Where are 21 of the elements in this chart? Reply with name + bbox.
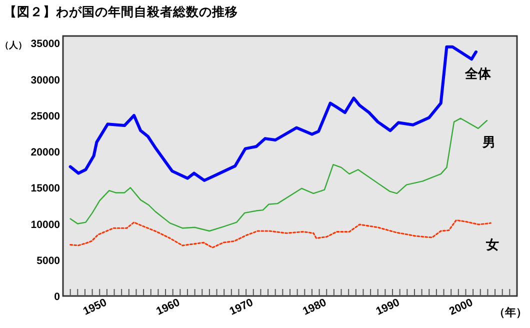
y-tick-label: 20000: [30, 146, 60, 159]
y-tick-label: 30000: [30, 74, 60, 86]
series-label: 男: [481, 134, 496, 150]
series-label: 全体: [464, 66, 492, 81]
y-tick-label: 5000: [36, 254, 60, 267]
x-tick-label: 1990: [374, 296, 402, 318]
x-axis-title: （年）: [494, 306, 527, 319]
series-label: 女: [485, 237, 500, 252]
y-tick-label: 25000: [30, 110, 60, 122]
line-series: [68, 45, 478, 182]
x-tick-label: 1980: [301, 296, 328, 318]
x-tick-label: 1960: [154, 296, 182, 318]
y-tick-label: 0: [54, 291, 60, 303]
y-tick-label: 10000: [30, 218, 60, 231]
x-tick-label: 1970: [228, 296, 256, 318]
y-axis-title: （人）: [0, 40, 27, 50]
y-tick-label: 15000: [30, 182, 60, 195]
y-tick-label: 35000: [30, 38, 60, 50]
x-tick-label: 2000: [448, 296, 475, 318]
x-tick-label: 1950: [81, 296, 109, 318]
chart-title: 【図２】わが国の年間自殺者総数の推移: [4, 4, 238, 19]
